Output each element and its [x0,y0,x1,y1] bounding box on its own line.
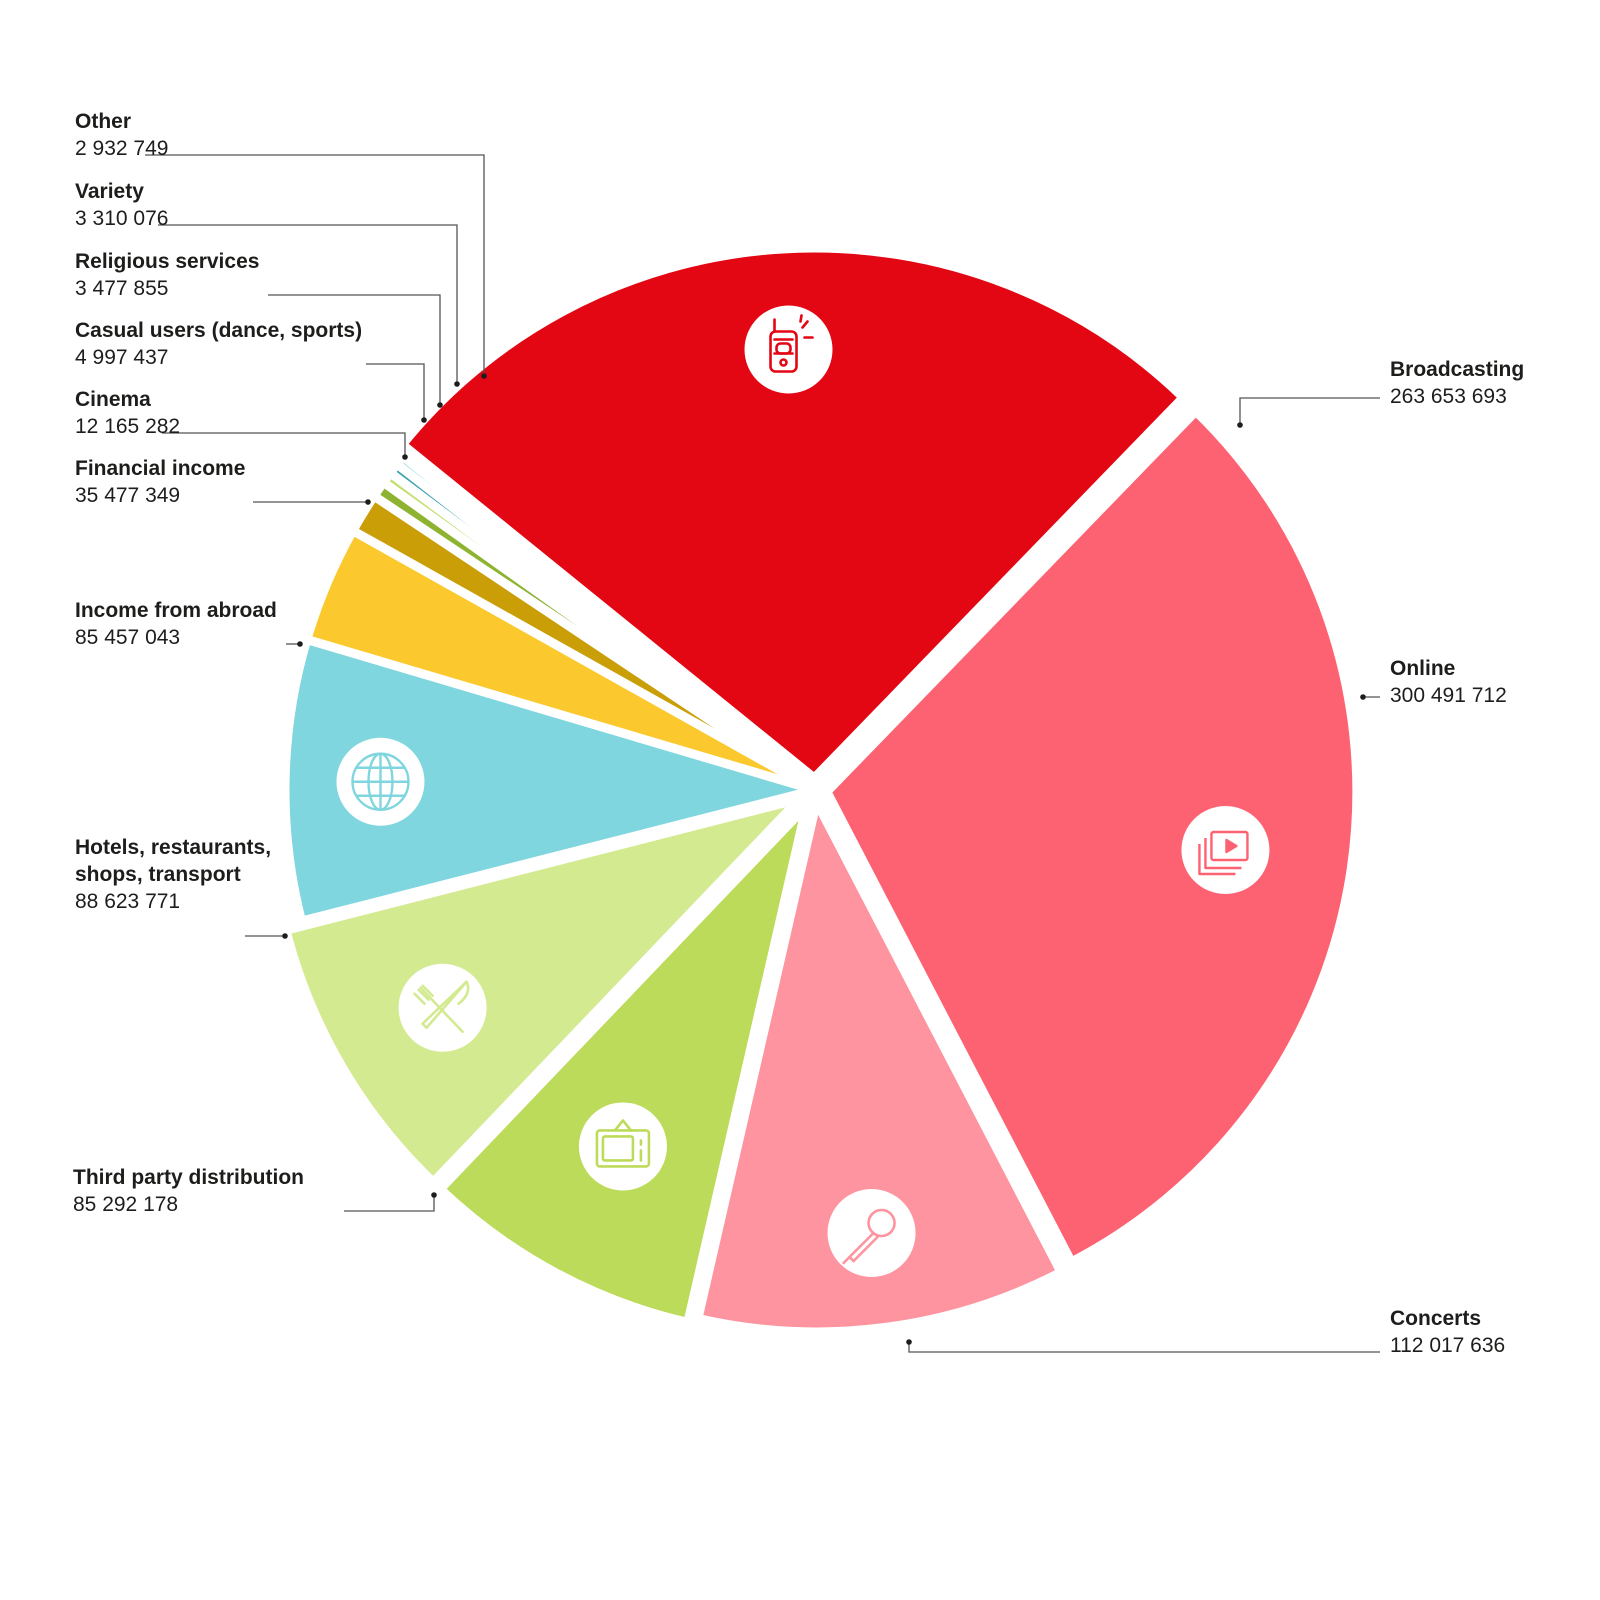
slice-name-label: Cinema [75,388,151,411]
slice-name-label: Other [75,110,131,133]
label-broadcasting: Broadcasting 263 653 693 [1390,358,1524,408]
slice-name-label: Religious services [75,250,259,273]
leader-dot [421,417,427,423]
slice-value-label: 300 491 712 [1390,684,1507,707]
radio-icon [745,305,833,393]
label-variety: Variety 3 310 076 [75,180,168,230]
video-play-icon [1181,806,1269,894]
slice-value-label: 88 623 771 [75,890,180,913]
leader-dot [906,1339,912,1345]
slice-value-label: 3 310 076 [75,207,168,230]
microphone-icon [828,1189,916,1277]
leader-dot [454,381,460,387]
slice-value-label: 2 932 749 [75,137,168,160]
label-financial-income: Financial income 35 477 349 [75,457,245,507]
leader-line [162,433,405,457]
fork-knife-icon [399,964,487,1052]
label-concerts: Concerts 112 017 636 [1390,1307,1505,1357]
tv-icon [579,1102,667,1190]
leader-dot [297,641,303,647]
label-casual-users-dance-sports: Casual users (dance, sports) 4 997 437 [75,319,362,369]
slice-name-label: Broadcasting [1390,358,1524,381]
slice-name-label: Third party distribution [73,1166,304,1189]
leader-dot [1360,694,1366,700]
pie-slices [285,248,1357,1332]
slice-value-label: 3 477 855 [75,277,168,300]
slice-value-label: 4 997 437 [75,346,168,369]
slice-value-label: 263 653 693 [1390,385,1507,408]
slice-name-label: Financial income [75,457,245,480]
leader-line [909,1342,1380,1352]
leader-dot [402,454,408,460]
slice-name-label: Online [1390,657,1455,680]
label-income-from-abroad: Income from abroad 85 457 043 [75,599,277,649]
leader-dot [481,373,487,379]
slice-value-label: 35 477 349 [75,484,180,507]
leader-line [344,1195,434,1211]
leader-line [158,225,457,384]
slice-value-label: 12 165 282 [75,415,180,438]
slice-value-label: 112 017 636 [1390,1334,1505,1357]
label-religious-services: Religious services 3 477 855 [75,250,259,300]
label-other: Other 2 932 749 [75,110,168,160]
label-cinema: Cinema 12 165 282 [75,388,180,438]
slice-name-label: Casual users (dance, sports) [75,319,362,342]
slice-name-label: shops, transport [75,863,241,886]
leader-line [268,295,440,405]
label-online: Online 300 491 712 [1390,657,1507,707]
leader-dot [1237,422,1243,428]
slice-name-label: Variety [75,180,144,203]
slice-value-label: 85 292 178 [73,1193,178,1216]
slice-name-label: Hotels, restaurants, [75,836,271,859]
slice-name-label: Income from abroad [75,599,277,622]
leader-line [366,364,424,420]
slice-value-label: 85 457 043 [75,626,180,649]
globe-icon [336,738,424,826]
leader-dot [431,1192,437,1198]
leader-dot [437,402,443,408]
leader-dot [282,933,288,939]
leader-line [1240,398,1380,425]
label-third-party-distribution: Third party distribution 85 292 178 [73,1166,304,1216]
label-hotels-restaurants-shops-transport: Hotels, restaurants, shops, transport 88 6… [75,836,271,913]
slice-name-label: Concerts [1390,1307,1481,1330]
leader-dot [365,499,371,505]
